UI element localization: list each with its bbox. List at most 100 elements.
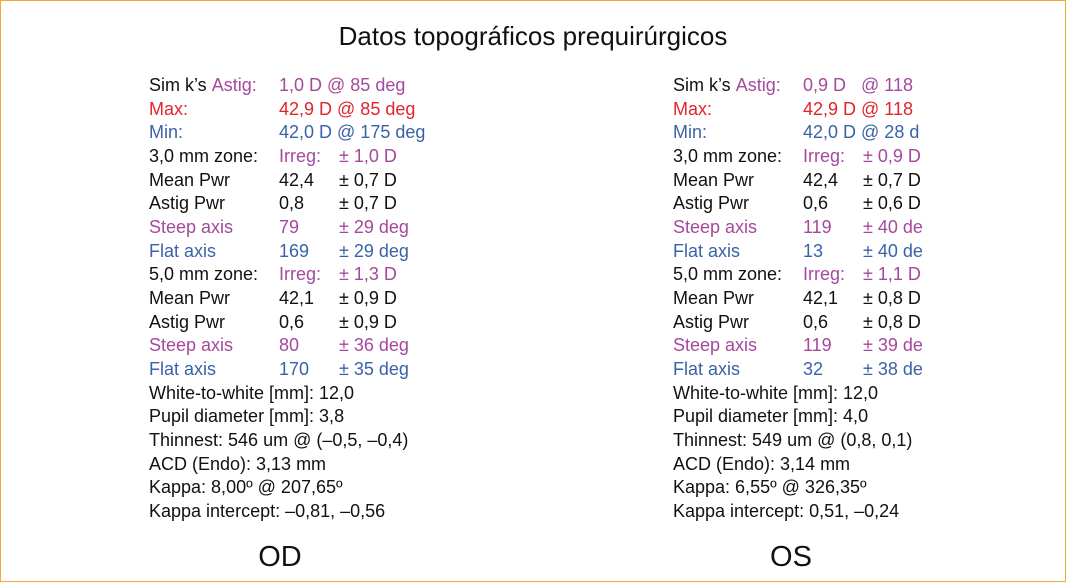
text: Steep axis [149, 335, 234, 356]
text: 0,8 [279, 193, 305, 214]
text: Astig Pwr [673, 311, 750, 332]
text: Pupil diameter [mm]: 4,0 [673, 406, 869, 427]
text: Kappa: 6,55º @ 326,35º [673, 477, 867, 498]
field: ± 0,8 D [863, 287, 921, 309]
field: 3,0 mm zone: [149, 145, 258, 167]
field: ± 1,1 D [863, 263, 921, 285]
text: Thinnest: 549 um @ (0,8, 0,1) [673, 430, 913, 451]
field: 119 [803, 334, 832, 356]
text: ± 0,9 D [863, 146, 921, 166]
text: ± 1,1 D [863, 264, 921, 285]
text: Mean Pwr [673, 288, 755, 309]
text: 42,0 D @ 175 deg [279, 122, 426, 143]
field: Irreg: [279, 145, 321, 167]
text: ± 29 deg [339, 240, 409, 261]
field: Astig Pwr [673, 192, 749, 214]
field: Irreg: [279, 263, 321, 285]
text: 79 [279, 217, 300, 238]
text: 3,0 mm zone: [149, 146, 259, 166]
text: Steep axis [673, 217, 758, 238]
field: Pupil diameter [mm]: 3,8 [149, 405, 344, 427]
field: Pupil diameter [mm]: 4,0 [673, 405, 868, 427]
field: 0,6 [803, 311, 828, 333]
text: 169 [279, 240, 310, 261]
field: Kappa intercept: 0,51, –0,24 [673, 500, 899, 522]
field: 42,0 D @ 175 deg [279, 121, 425, 143]
text: 13 [803, 240, 824, 261]
field: ± 0,7 D [339, 192, 397, 214]
text: 0,6 [803, 193, 829, 214]
field: Steep axis [149, 216, 233, 238]
field: ± 36 deg [339, 334, 409, 356]
text: ± 0,9 D [339, 311, 397, 332]
field: Astig Pwr [149, 192, 225, 214]
field: ± 0,7 D [863, 169, 921, 191]
text: ± 40 de [863, 240, 923, 261]
text: Steep axis [673, 335, 758, 356]
text: ± 0,8 D [863, 311, 921, 332]
field: 42,9 D @ 118 [803, 98, 913, 120]
text: Astig: [735, 75, 781, 95]
field: 0,9 D @ 118 [803, 74, 913, 96]
text: Flat axis [149, 240, 217, 261]
text: Steep axis [149, 217, 234, 238]
text: Astig Pwr [149, 311, 226, 332]
field: Thinnest: 546 um @ (–0,5, –0,4) [149, 429, 408, 451]
text: ± 36 deg [339, 335, 409, 356]
field: Kappa intercept: –0,81, –0,56 [149, 500, 385, 522]
text: 42,9 D @ 85 deg [279, 98, 416, 119]
text: ± 40 de [863, 217, 923, 238]
text: Flat axis [149, 359, 217, 380]
field: Mean Pwr [149, 287, 230, 309]
field: 32 [803, 358, 823, 380]
field: Flat axis [149, 358, 216, 380]
field: Astig Pwr [673, 311, 749, 333]
field: Flat axis [673, 240, 740, 262]
field: ± 0,9 D [863, 145, 921, 167]
field: Mean Pwr [149, 169, 230, 191]
field: ± 38 de [863, 358, 923, 380]
field: ± 35 deg [339, 358, 409, 380]
text: Max: [673, 98, 713, 119]
text: Irreg: [279, 146, 322, 166]
text: 42,4 [279, 169, 315, 190]
text: Irreg: [279, 264, 322, 285]
text: Min: [149, 122, 184, 143]
field: Min: [673, 121, 707, 143]
text: Sim k’s [149, 75, 207, 95]
text: ± 0,7 D [863, 169, 921, 190]
field: 42,1 [279, 287, 314, 309]
text: ± 38 de [863, 359, 923, 380]
text: 80 [279, 335, 300, 356]
field: 5,0 mm zone: [673, 263, 782, 285]
text: 3,0 mm zone: [673, 146, 783, 166]
field: 42,9 D @ 85 deg [279, 98, 415, 120]
text: 5,0 mm zone: [149, 264, 259, 285]
text: ± 35 deg [339, 359, 409, 380]
text: 119 [803, 335, 832, 356]
field: Flat axis [149, 240, 216, 262]
text: 42,9 D @ 118 [803, 98, 914, 119]
text: 42,1 [279, 288, 315, 309]
text: ACD (Endo): 3,14 mm [673, 453, 851, 474]
eye-column: Sim k’s Astig: 1,0 D @ 85 deg Max: 42,9 D @ … [149, 1, 549, 581]
text: ACD (Endo): 3,13 mm [149, 453, 327, 474]
field: 3,0 mm zone: [673, 145, 782, 167]
field: Kappa: 8,00º @ 207,65º [149, 476, 343, 498]
text: Astig Pwr [673, 193, 750, 214]
field: ± 0,9 D [339, 287, 397, 309]
field: 13 [803, 240, 823, 262]
eye-label: OS [770, 541, 812, 573]
text: 170 [279, 359, 310, 380]
field: ± 29 deg [339, 216, 409, 238]
text: Sim k’s [673, 75, 731, 95]
field: ± 39 de [863, 334, 923, 356]
field: Sim k’s Astig: [149, 74, 257, 96]
field: ± 1,0 D [339, 145, 397, 167]
field: ACD (Endo): 3,14 mm [673, 453, 850, 475]
field: Steep axis [673, 216, 757, 238]
text: Kappa intercept: –0,81, –0,56 [149, 501, 386, 522]
text: Pupil diameter [mm]: 3,8 [149, 406, 345, 427]
text: Irreg: [803, 146, 846, 166]
